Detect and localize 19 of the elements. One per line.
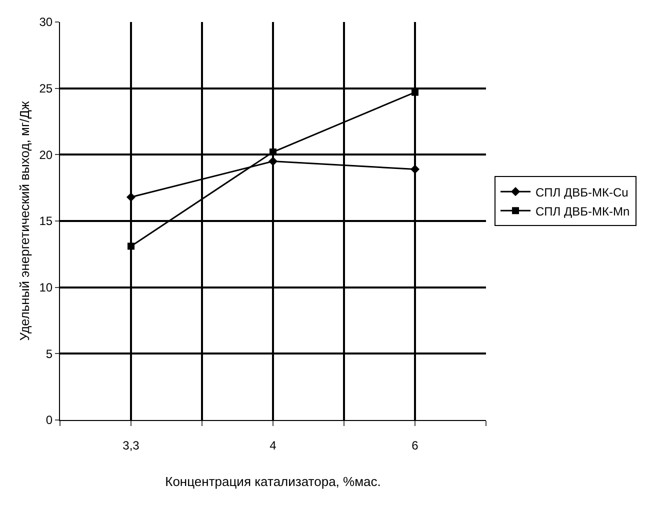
y-tick-label: 25 xyxy=(39,82,53,96)
point xyxy=(126,192,136,202)
y-tick-label: 5 xyxy=(46,346,53,361)
legend-label: СПЛ ДВБ-МК-Cu xyxy=(536,185,628,200)
point xyxy=(410,164,420,174)
y-tick-label: 30 xyxy=(39,15,53,30)
x-tick-label: 3,3 xyxy=(122,438,140,452)
y-tick-label: 0 xyxy=(46,413,53,428)
y-tick-label: 15 xyxy=(39,214,53,228)
point xyxy=(268,156,278,166)
x-tick-label: 4 xyxy=(270,438,277,452)
point xyxy=(128,242,134,250)
point xyxy=(412,88,418,96)
x-tick-label: 6 xyxy=(412,438,419,452)
legend-label: СПЛ ДВБ-МК-Mn xyxy=(536,204,630,218)
y-axis-title: Удельный энергетический выход, мг/Дж xyxy=(17,100,32,341)
x-axis-title: Концентрация катализатора, %мас. xyxy=(165,474,381,489)
y-tick-label: 10 xyxy=(39,280,53,295)
y-tick-label: 20 xyxy=(39,148,53,162)
